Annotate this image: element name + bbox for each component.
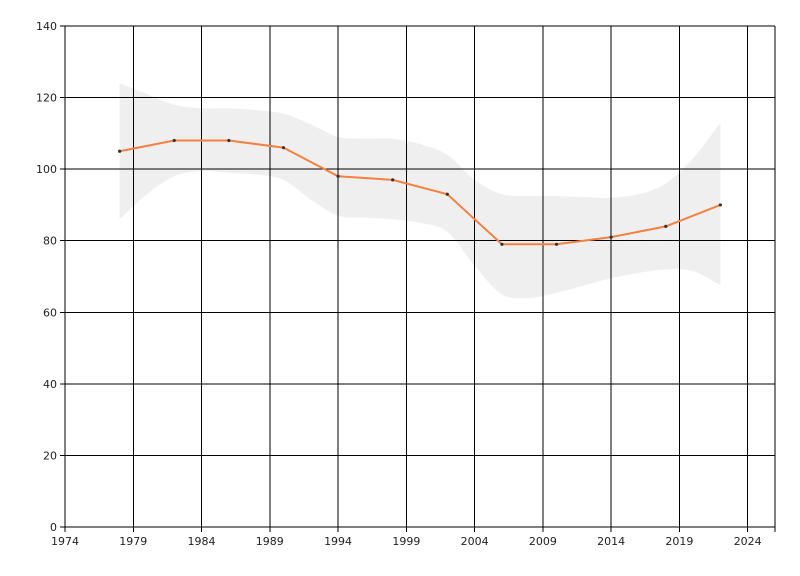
x-tick-label: 1994 xyxy=(324,535,352,548)
series-line-layer xyxy=(119,139,721,246)
tick-label-layer: 1974 1979 1984 1989 1994 1999 2004 2009 2014 2019… xyxy=(36,20,762,548)
data-point xyxy=(391,178,395,182)
y-tick-label: 120 xyxy=(36,92,57,105)
y-tick-label: 80 xyxy=(43,235,57,248)
y-tick-label: 20 xyxy=(43,449,57,462)
x-tick-label: 1974 xyxy=(51,535,79,548)
x-tick-label: 2014 xyxy=(597,535,625,548)
y-tick-label: 60 xyxy=(43,306,57,319)
data-point xyxy=(554,242,559,246)
x-tick-label: 2004 xyxy=(461,535,489,548)
x-tick-label: 2024 xyxy=(734,535,762,548)
data-point-layer xyxy=(118,138,722,246)
data-point xyxy=(227,138,231,143)
series-line xyxy=(119,139,721,246)
data-point xyxy=(118,149,122,153)
data-point xyxy=(172,138,176,143)
data-point xyxy=(664,224,668,228)
y-tick-label: 140 xyxy=(36,20,57,33)
data-point xyxy=(500,242,504,246)
confidence-band xyxy=(119,83,721,299)
x-tick-label: 1979 xyxy=(119,535,147,548)
x-tick-label: 1984 xyxy=(188,535,216,548)
y-tick-label: 40 xyxy=(43,378,57,391)
x-tick-label: 1999 xyxy=(392,535,420,548)
x-tick-label: 2019 xyxy=(665,535,693,548)
data-point xyxy=(718,203,722,207)
data-point xyxy=(336,174,340,178)
data-point xyxy=(281,146,286,150)
data-point xyxy=(609,235,613,239)
grid-layer xyxy=(60,25,776,532)
data-point xyxy=(445,192,449,196)
x-tick-label: 2009 xyxy=(529,535,557,548)
x-tick-label: 1989 xyxy=(256,535,284,548)
confidence-band-layer xyxy=(119,83,721,299)
y-tick-label: 0 xyxy=(50,521,57,534)
y-tick-label: 100 xyxy=(36,163,57,176)
